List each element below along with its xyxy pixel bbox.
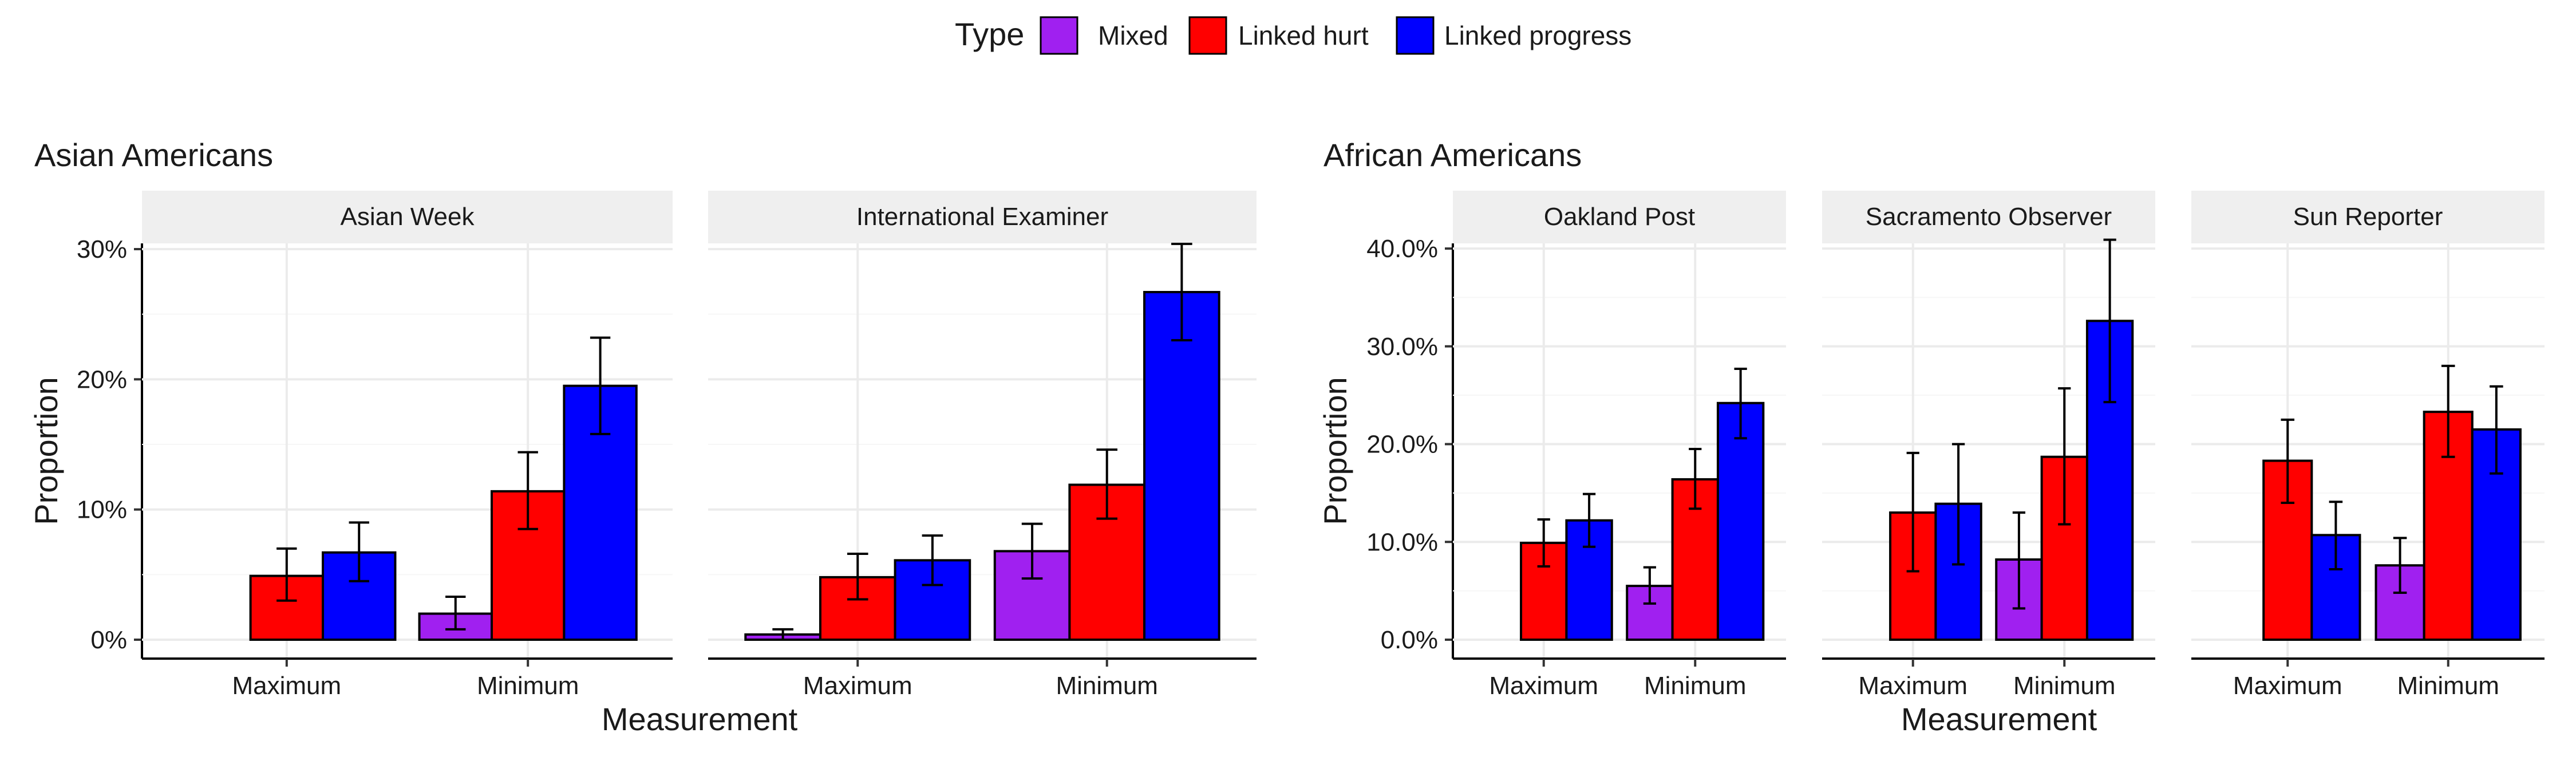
error-bar [1951, 443, 1965, 566]
bar-linked-progress-minimum [1716, 401, 1765, 641]
x-tick-label: Minimum [1644, 672, 1746, 700]
panel-oakland-post: Oakland Post Maximum Minimum [1453, 191, 1786, 700]
chart-group-1: African Americans 0.0% 10.0% 20.0% 30.0% 40.0… [1317, 137, 2545, 737]
error-bar [2441, 364, 2455, 458]
error-bar [1643, 566, 1657, 605]
panel-international-examiner: International Examiner Maximum Minimum [708, 191, 1257, 700]
bar-linked-progress-minimum [1143, 291, 1220, 641]
x-tick-label: Maximum [1858, 672, 1967, 700]
error-bar [1537, 518, 1550, 568]
error-bar [2058, 387, 2071, 526]
error-bar [1582, 493, 1596, 548]
error-bar [276, 547, 297, 602]
facet-strip-label: Sun Reporter [2293, 203, 2443, 231]
error-bar [1734, 368, 1747, 440]
legend-key-linked-progress [1396, 16, 1435, 55]
error-bar [445, 595, 466, 631]
legend-title: Type [955, 16, 1024, 52]
x-tick-label: Minimum [2013, 672, 2115, 700]
error-bar [922, 534, 943, 586]
y-tick-label: 30% [77, 235, 127, 263]
error-bar [847, 552, 868, 601]
error-bar [1689, 448, 1702, 510]
error-bar [349, 521, 369, 582]
y-tick-label: 0.0% [1381, 626, 1438, 654]
error-bar [2490, 385, 2503, 475]
legend-key-mixed [1040, 16, 1078, 55]
facet-strip [1453, 191, 1786, 243]
chart-group-0: Asian Americans 0% 10% 20% 30% Proportion Meas… [28, 137, 1257, 737]
error-bar [590, 336, 611, 435]
x-tick-label: Minimum [2397, 672, 2499, 700]
y-tick-label: 10% [77, 496, 127, 524]
y-axis-title: Proportion [1317, 377, 1353, 525]
facet-strip-label: International Examiner [856, 203, 1108, 231]
facet-strip [2191, 191, 2545, 243]
x-tick-label: Maximum [1489, 672, 1598, 700]
error-bar [2012, 511, 2026, 610]
error-bar [1096, 448, 1118, 520]
group-title: Asian Americans [34, 137, 273, 173]
error-bar [1021, 522, 1043, 580]
facet-strip-label: Sacramento Observer [1866, 203, 2112, 231]
panel-sacramento-observer: Sacramento Observer Maximum Minimum [1822, 191, 2155, 700]
x-tick-label: Maximum [232, 672, 341, 700]
x-tick-label: Minimum [477, 672, 579, 700]
x-tick-label: Maximum [803, 672, 912, 700]
y-tick-label: 10.0% [1366, 528, 1438, 556]
x-axis-title: Measurement [602, 701, 798, 737]
facet-strip-label: Asian Week [341, 203, 475, 231]
x-axis-title: Measurement [1901, 701, 2097, 737]
facet-strip [142, 191, 673, 243]
facet-strip [1822, 191, 2155, 243]
legend-label-0: Mixed [1098, 21, 1168, 50]
legend-label-2: Linked progress [1444, 21, 1631, 50]
error-bar [1906, 451, 1919, 573]
group-title: African Americans [1323, 137, 1582, 173]
legend: Type Mixed Linked hurt Linked progress [955, 16, 1631, 55]
error-bar [772, 628, 793, 641]
error-bar [1171, 242, 1192, 342]
y-axis-title: Proportion [28, 377, 64, 525]
x-tick-label: Maximum [2233, 672, 2342, 700]
y-tick-label: 0% [90, 626, 127, 654]
error-bar [2393, 537, 2407, 594]
y-tick-label: 20.0% [1366, 431, 1438, 459]
error-bar [2281, 418, 2295, 504]
facet-strip [708, 191, 1257, 243]
y-tick-label: 20% [77, 365, 127, 393]
y-tick-label: 40.0% [1366, 235, 1438, 263]
error-bar [2329, 501, 2343, 571]
error-bar [2103, 238, 2116, 404]
panel-asian-week: Asian Week Maximum Minimum [142, 191, 673, 700]
legend-key-linked-hurt [1188, 16, 1227, 55]
x-tick-label: Minimum [1056, 672, 1158, 700]
facet-strip-label: Oakland Post [1544, 203, 1695, 231]
y-tick-label: 30.0% [1366, 333, 1438, 361]
legend-label-1: Linked hurt [1238, 21, 1369, 50]
panel-sun-reporter: Sun Reporter Maximum Minimum [2191, 191, 2545, 700]
error-bar [517, 451, 538, 530]
